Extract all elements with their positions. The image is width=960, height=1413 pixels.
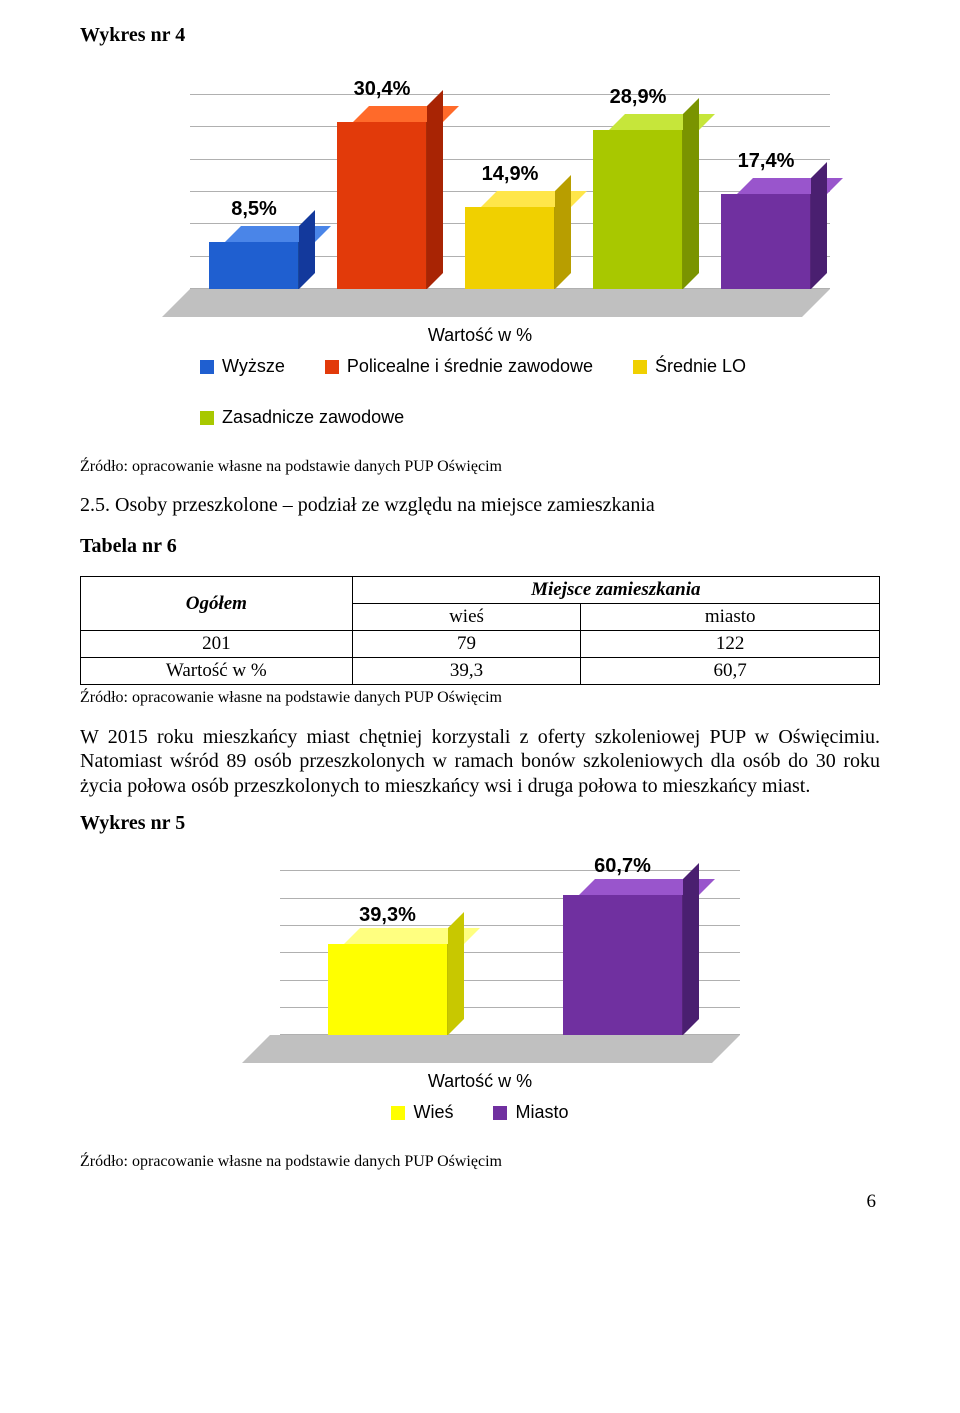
legend-label: Średnie LO	[655, 356, 746, 377]
chart-bar: 8,5%	[209, 242, 299, 289]
legend-item: Zasadnicze zawodowe	[200, 407, 404, 428]
chart-bar: 14,9%	[465, 207, 555, 289]
t6-h2: wieś	[449, 606, 484, 627]
legend-item: Wieś	[391, 1102, 453, 1123]
chart-bar: 30,4%	[337, 122, 427, 289]
chart2-title: Wykres nr 5	[80, 812, 880, 835]
legend-label: Miasto	[515, 1102, 568, 1123]
section-2-5: 2.5. Osoby przeszkolone – podział ze wzg…	[80, 494, 880, 517]
chart1-axis-title: Wartość w %	[130, 325, 830, 346]
chart-bar: 60,7%	[563, 895, 683, 1035]
legend-label: Zasadnicze zawodowe	[222, 407, 404, 428]
t6-r1c1: 201	[81, 631, 353, 658]
t6-r2c1: Wartość w %	[81, 658, 353, 685]
legend-swatch	[633, 360, 647, 374]
chart2-bars: 39,3% 60,7%	[270, 853, 740, 1035]
legend-swatch	[493, 1106, 507, 1120]
legend-swatch	[200, 360, 214, 374]
t6-r2c3: 60,7	[581, 658, 880, 685]
body-paragraph: W 2015 roku mieszkańcy miast chętniej ko…	[80, 725, 880, 798]
chart-bar: 28,9%	[593, 130, 683, 289]
page-number: 6	[80, 1191, 880, 1213]
t6-h1: Ogółem	[186, 593, 247, 614]
table-row: Wartość w % 39,3 60,7	[81, 658, 880, 685]
legend-label: Wieś	[413, 1102, 453, 1123]
t6-r1c2: 79	[352, 631, 581, 658]
chart-bar: 39,3%	[328, 944, 448, 1035]
chart1-floor	[162, 289, 830, 317]
chart2-legend: Wieś Miasto	[220, 1102, 740, 1123]
legend-swatch	[325, 360, 339, 374]
chart1-legend: Wyższe Policealne i średnie zawodowe Średn…	[130, 356, 830, 428]
source-2: Źródło: opracowanie własne na podstawie …	[80, 689, 880, 707]
chart-bar-label: 30,4%	[312, 78, 452, 101]
table-6: Ogółem Miejsce zamieszkania wieś miasto …	[80, 576, 880, 685]
chart-bar: 17,4%	[721, 194, 811, 289]
source-1: Źródło: opracowanie własne na podstawie …	[80, 458, 880, 476]
legend-item: Miasto	[493, 1102, 568, 1123]
table-row: 201 79 122	[81, 631, 880, 658]
chart-bar-label: 17,4%	[696, 150, 836, 173]
t6-r2c2: 39,3	[352, 658, 581, 685]
legend-item: Wyższe	[200, 356, 285, 377]
chart-bar-label: 39,3%	[318, 904, 458, 927]
legend-swatch	[391, 1106, 405, 1120]
chart1-bars: 8,5% 30,4% 14,9% 28,9% 17,4%	[190, 77, 830, 289]
chart2-floor	[242, 1035, 740, 1063]
chart-bar-label: 60,7%	[553, 855, 693, 878]
table6-title: Tabela nr 6	[80, 535, 880, 558]
chart-bar-label: 14,9%	[440, 163, 580, 186]
chart2: 39,3% 60,7% Wartość w % Wieś Miasto	[220, 853, 740, 1123]
source-3: Źródło: opracowanie własne na podstawie …	[80, 1153, 880, 1171]
legend-label: Wyższe	[222, 356, 285, 377]
legend-label: Policealne i średnie zawodowe	[347, 356, 593, 377]
t6-r1c3: 122	[581, 631, 880, 658]
t6-hm: Miejsce zamieszkania	[531, 579, 700, 600]
chart2-axis-title: Wartość w %	[220, 1071, 740, 1092]
legend-swatch	[200, 411, 214, 425]
chart1-title: Wykres nr 4	[80, 24, 880, 47]
chart-bar-label: 8,5%	[184, 198, 324, 221]
chart-bar-label: 28,9%	[568, 86, 708, 109]
legend-item: Średnie LO	[633, 356, 746, 377]
t6-h3: miasto	[705, 606, 756, 627]
legend-item: Policealne i średnie zawodowe	[325, 356, 593, 377]
chart1: 8,5% 30,4% 14,9% 28,9% 17,4% Wartość w % Wyż…	[130, 77, 830, 428]
